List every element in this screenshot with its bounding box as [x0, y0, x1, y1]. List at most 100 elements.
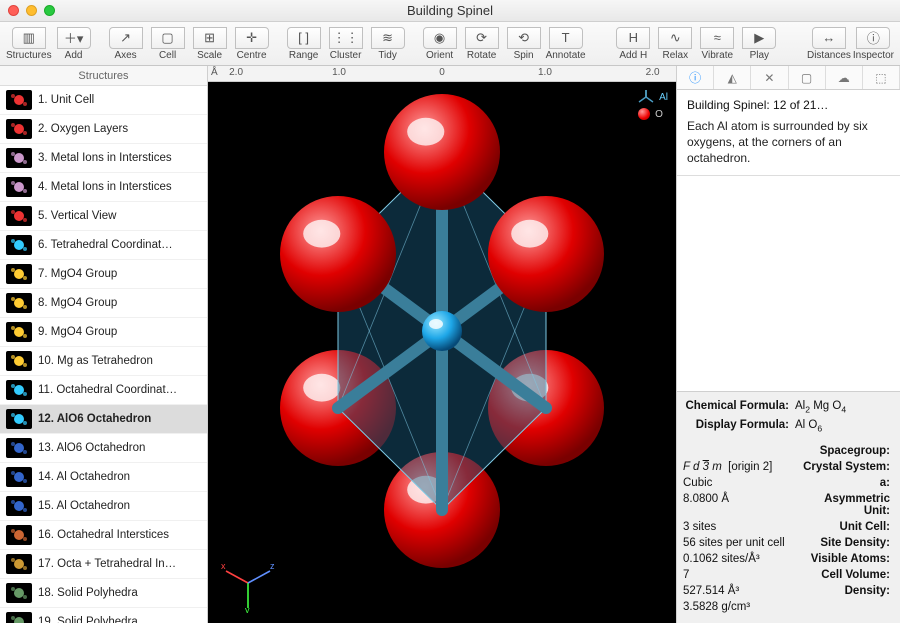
prop-value: Al O6	[795, 419, 890, 433]
prop-label: Display Formula:	[683, 419, 789, 433]
list-item[interactable]: 12. AlO6 Octahedron	[0, 405, 207, 434]
inspector-button[interactable]: ⓘInspector	[853, 27, 894, 61]
tab-tools-icon[interactable]: ✕	[751, 66, 788, 89]
thumbnail-icon	[6, 322, 32, 342]
toolbar: ▥Structures＋▾Add ↗Axes▢Cell⊞Scale✛Centre…	[0, 22, 900, 66]
list-item[interactable]: 9. MgO4 Group	[0, 318, 207, 347]
prop-label: Visible Atoms:	[795, 553, 890, 565]
svg-text:x: x	[221, 561, 226, 571]
thumbnail-icon	[6, 612, 32, 623]
list-item[interactable]: 1. Unit Cell	[0, 86, 207, 115]
list-item-label: 14. Al Octahedron	[38, 471, 130, 483]
canvas-3d[interactable]: Al O x y z	[208, 82, 676, 623]
thumbnail-icon	[6, 351, 32, 371]
list-item[interactable]: 19. Solid Polyhedra	[0, 608, 207, 623]
list-item[interactable]: 18. Solid Polyhedra	[0, 579, 207, 608]
list-item-label: 17. Octa + Tetrahedral In…	[38, 558, 176, 570]
list-item[interactable]: 5. Vertical View	[0, 202, 207, 231]
list-item-label: 13. AlO6 Octahedron	[38, 442, 145, 454]
prop-value: 7	[683, 569, 789, 581]
thumbnail-icon	[6, 525, 32, 545]
titlebar: Building Spinel	[0, 0, 900, 22]
inspector-tabs: ⓘ ◭ ✕ ▢ ☁ ⬚	[677, 66, 900, 90]
list-item-label: 3. Metal Ions in Interstices	[38, 152, 172, 164]
vibrate-button[interactable]: ≈Vibrate	[697, 27, 737, 61]
structures-button[interactable]: ▥Structures	[6, 27, 52, 61]
thumbnail-icon	[6, 438, 32, 458]
prop-label: a:	[795, 477, 890, 489]
ruler-tick: 1.0	[538, 67, 552, 78]
list-item-label: 8. MgO4 Group	[38, 297, 117, 309]
tab-select-icon[interactable]: ⬚	[863, 66, 900, 89]
add-h-button[interactable]: HAdd H	[613, 27, 653, 61]
prop-value: F d 3 m [origin 2]	[683, 461, 789, 473]
list-item[interactable]: 13. AlO6 Octahedron	[0, 434, 207, 463]
ruler-tick: 1.0	[332, 67, 346, 78]
cell-button[interactable]: ▢Cell	[148, 27, 188, 61]
list-item-label: 19. Solid Polyhedra	[38, 616, 138, 623]
list-item-label: 5. Vertical View	[38, 210, 116, 222]
ruler-tick: 0	[439, 67, 445, 78]
prop-label: Density:	[795, 585, 890, 597]
list-item-label: 7. MgO4 Group	[38, 268, 117, 280]
viewport: Å 2.01.001.02.0 Al O	[208, 66, 676, 623]
spin-button[interactable]: ⟲Spin	[504, 27, 544, 61]
list-item[interactable]: 14. Al Octahedron	[0, 463, 207, 492]
play-button[interactable]: ▶Play	[739, 27, 779, 61]
tidy-button[interactable]: ≋Tidy	[368, 27, 408, 61]
properties-table: Chemical Formula: Al2 Mg O4 Display Form…	[677, 391, 900, 623]
centre-button[interactable]: ✛Centre	[232, 27, 272, 61]
rotate-button[interactable]: ⟳Rotate	[462, 27, 502, 61]
list-item[interactable]: 3. Metal Ions in Interstices	[0, 144, 207, 173]
thumbnail-icon	[6, 293, 32, 313]
list-item[interactable]: 17. Octa + Tetrahedral In…	[0, 550, 207, 579]
list-item-label: 15. Al Octahedron	[38, 500, 130, 512]
legend-o-icon	[638, 108, 650, 120]
ruler-tick: 2.0	[646, 67, 660, 78]
prop-label: Unit Cell:	[795, 521, 890, 533]
scale-button[interactable]: ⊞Scale	[190, 27, 230, 61]
add-button[interactable]: ＋▾Add	[54, 27, 94, 61]
list-item[interactable]: 8. MgO4 Group	[0, 289, 207, 318]
list-item[interactable]: 6. Tetrahedral Coordinat…	[0, 231, 207, 260]
prop-value: 3 sites	[683, 521, 789, 533]
thumbnail-icon	[6, 148, 32, 168]
tab-cube-icon[interactable]: ▢	[789, 66, 826, 89]
tab-cloud-icon[interactable]: ☁	[826, 66, 863, 89]
list-item[interactable]: 16. Octahedral Interstices	[0, 521, 207, 550]
list-item[interactable]: 15. Al Octahedron	[0, 492, 207, 521]
relax-button[interactable]: ∿Relax	[655, 27, 695, 61]
tab-shape-icon[interactable]: ◭	[714, 66, 751, 89]
list-item[interactable]: 7. MgO4 Group	[0, 260, 207, 289]
list-item-label: 18. Solid Polyhedra	[38, 587, 138, 599]
thumbnail-icon	[6, 496, 32, 516]
list-item-label: 10. Mg as Tetrahedron	[38, 355, 153, 367]
prop-label: Asymmetric Unit:	[795, 493, 890, 517]
axes-button[interactable]: ↗Axes	[106, 27, 146, 61]
window-title: Building Spinel	[0, 3, 900, 18]
svg-text:z: z	[270, 561, 275, 571]
inspector-description: Each Al atom is surrounded by six oxygen…	[687, 118, 890, 167]
distances-button[interactable]: ↔Distances	[807, 27, 851, 61]
inspector-title: Building Spinel: 12 of 21…	[687, 98, 890, 112]
annotate-button[interactable]: TAnnotate	[546, 27, 586, 61]
orient-button[interactable]: ◉Orient	[420, 27, 460, 61]
prop-value: 527.514 Å³	[683, 585, 789, 597]
ruler-tick: 2.0	[229, 67, 243, 78]
thumbnail-icon	[6, 119, 32, 139]
prop-label: Cell Volume:	[795, 569, 890, 581]
list-item[interactable]: 2. Oxygen Layers	[0, 115, 207, 144]
prop-label: Spacegroup:	[795, 445, 890, 457]
list-item-label: 4. Metal Ions in Interstices	[38, 181, 172, 193]
prop-value: 8.0800 Å	[683, 493, 789, 517]
tab-info[interactable]: ⓘ	[677, 66, 714, 89]
thumbnail-icon	[6, 380, 32, 400]
list-item[interactable]: 11. Octahedral Coordinat…	[0, 376, 207, 405]
list-item-label: 9. MgO4 Group	[38, 326, 117, 338]
cluster-button[interactable]: ⋮⋮Cluster	[326, 27, 366, 61]
list-item[interactable]: 4. Metal Ions in Interstices	[0, 173, 207, 202]
list-item[interactable]: 10. Mg as Tetrahedron	[0, 347, 207, 376]
range-button[interactable]: [ ]Range	[284, 27, 324, 61]
sidebar: Structures 1. Unit Cell2. Oxygen Layers3…	[0, 66, 208, 623]
structures-list[interactable]: 1. Unit Cell2. Oxygen Layers 3. Metal Ion…	[0, 86, 207, 623]
